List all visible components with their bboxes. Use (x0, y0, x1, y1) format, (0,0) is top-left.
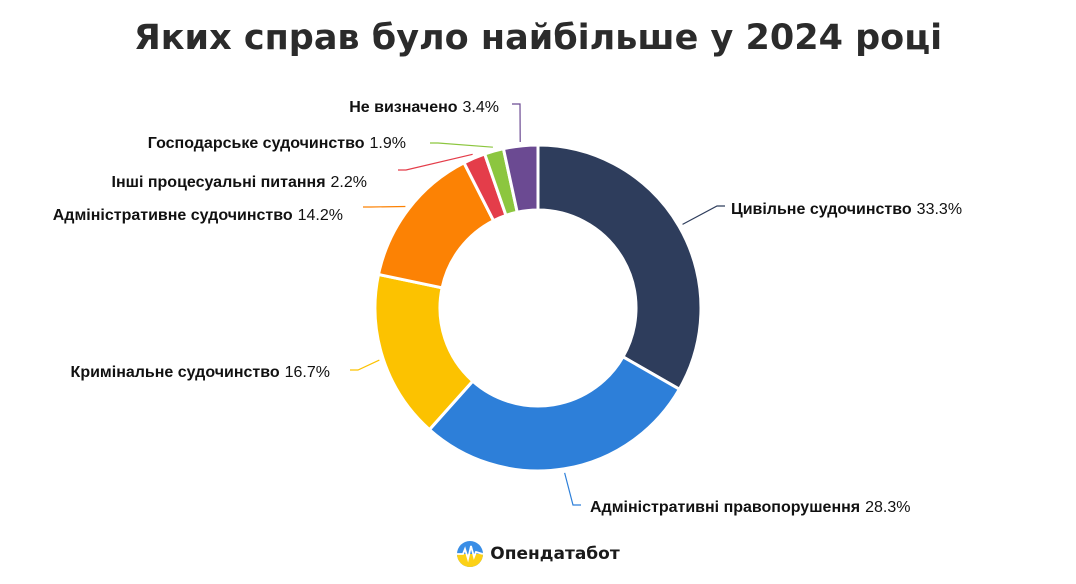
leader-lines-layer (350, 103, 725, 506)
slice-2[interactable] (427, 355, 681, 473)
slice-label-name: Кримінальне судочинство (71, 364, 280, 381)
slice-label-value: 3.4% (463, 99, 499, 116)
slice-label-value: 16.7% (285, 364, 330, 381)
leader-line-3 (350, 359, 380, 371)
slice-label-5: Інші процесуальні питання 2.2% (112, 174, 367, 191)
slice-label-value: 33.3% (917, 201, 962, 218)
slice-label-name: Господарське судочинство (148, 135, 365, 152)
slice-label-7: Не визначено 3.4% (349, 99, 499, 116)
leader-line-4 (363, 205, 406, 208)
opendatabot-logo-icon (457, 541, 484, 567)
slice-label-1: Цивільне судочинство 33.3% (731, 201, 962, 218)
brand-name: Опендатабот (490, 544, 620, 564)
leader-line-7 (512, 103, 521, 142)
slice-label-name: Не визначено (349, 99, 458, 116)
slices-layer (373, 143, 703, 473)
labels-layer: Цивільне судочинство 33.3% Адміністративні… (53, 99, 962, 516)
slice-label-name: Адміністративне судочинство (53, 207, 293, 224)
slice-label-value: 28.3% (865, 499, 910, 516)
slice-label-3: Кримінальне судочинство 16.7% (71, 364, 330, 381)
slice-label-6: Господарське судочинство 1.9% (148, 135, 406, 152)
slice-label-name: Адміністративні правопорушення (590, 499, 860, 516)
slice-label-value: 1.9% (370, 135, 406, 152)
slice-label-value: 2.2% (331, 174, 367, 191)
leader-line-6 (430, 142, 493, 148)
slice-label-4: Адміністративне судочинство 14.2% (53, 207, 343, 224)
footer-brand: Опендатабот (0, 540, 1076, 568)
slice-label-name: Інші процесуальні питання (112, 174, 326, 191)
slice-7[interactable] (501, 143, 540, 214)
slice-label-name: Цивільне судочинство (731, 201, 912, 218)
slice-label-value: 14.2% (298, 207, 343, 224)
leader-line-1 (682, 205, 725, 225)
slice-1[interactable] (536, 143, 703, 391)
leader-line-5 (398, 153, 473, 171)
chart-title: Яких справ було найбільше у 2024 році (133, 18, 943, 58)
slice-label-2: Адміністративні правопорушення 28.3% (590, 499, 910, 516)
leader-line-2 (564, 472, 581, 506)
